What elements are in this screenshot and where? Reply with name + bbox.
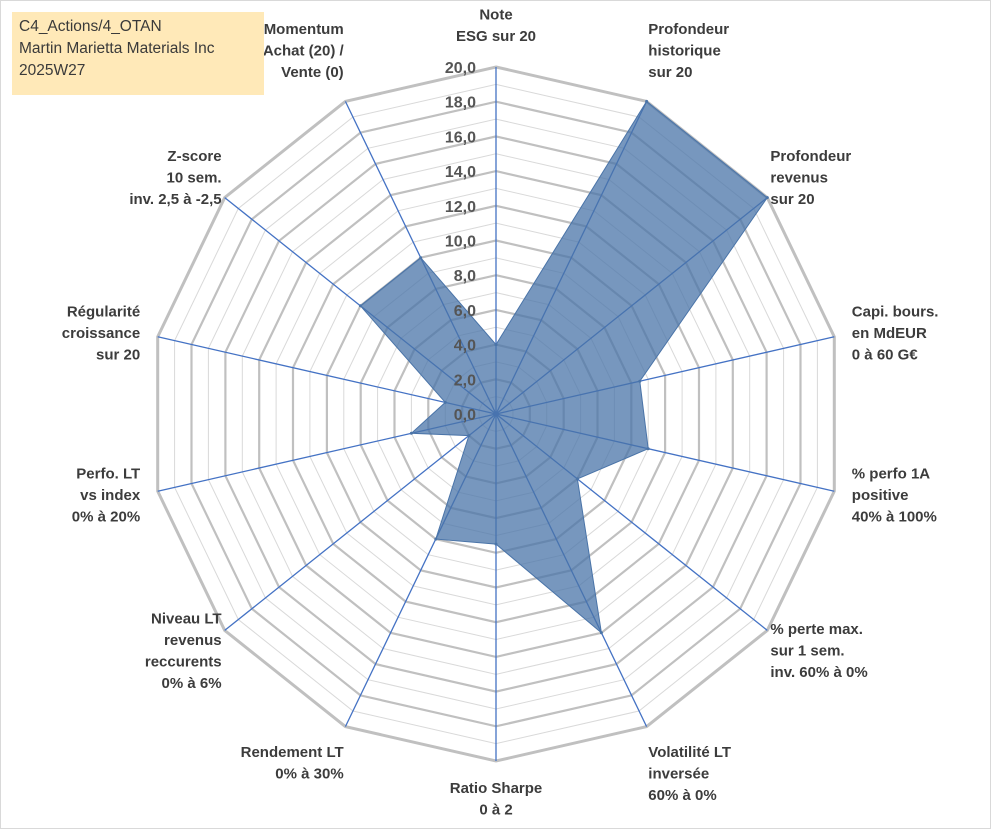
axis-label-line: 0 à 60 G€ (852, 346, 919, 363)
axis-label-line: Ratio Sharpe (450, 780, 543, 797)
axis-label-layer: Note ESG sur 20 Profondeur historique sur 20… (62, 7, 939, 819)
axis-label-line: Profondeur (648, 21, 729, 38)
axis-label: Profondeur historique sur 20 (648, 21, 729, 81)
axis-label-line: reccurents (145, 653, 222, 670)
axis-label: Momentum Achat (20) / Vente (0) (263, 21, 345, 81)
tick-label-layer: 0,0 2,0 4,0 6,0 8,0 10,0 12,0 14,0 16,0 18,0 20,0 (445, 60, 476, 424)
info-line-company: Martin Marietta Materials Inc (19, 40, 215, 57)
data-point (575, 477, 579, 481)
axis-label-line: 0% à 20% (72, 509, 140, 526)
axis-label-line: vs index (80, 487, 141, 504)
data-point (467, 434, 471, 438)
axis-label-line: 0 à 2 (479, 802, 512, 819)
info-line-portfolio: C4_Actions/4_OTAN (19, 18, 162, 35)
data-point (646, 447, 650, 451)
axis-label-line: Volatilité LT (648, 744, 731, 761)
data-point (358, 304, 362, 308)
axis-label-line: inv. 60% à 0% (770, 664, 867, 681)
data-point (419, 256, 423, 260)
axis-label-line: croissance (62, 325, 140, 342)
axis-label-line: inversée (648, 765, 709, 782)
axis-label-line: 40% à 100% (852, 509, 937, 526)
axis-label-line: 0% à 30% (275, 765, 343, 782)
axis-label-line: sur 1 sem. (770, 643, 844, 660)
axis-label-line: positive (852, 487, 909, 504)
tick-label: 10,0 (445, 234, 476, 251)
axis-label-line: revenus (164, 632, 222, 649)
data-point (765, 196, 769, 200)
axis-label-line: sur 20 (770, 191, 814, 208)
axis-label-line: Régularité (67, 303, 140, 320)
axis-label: Rendement LT 0% à 30% (241, 744, 344, 783)
tick-label: 0,0 (454, 407, 476, 424)
data-point (443, 400, 447, 404)
axis-label-line: Momentum (264, 21, 344, 38)
axis-spoke (224, 413, 497, 631)
axis-label-line: Vente (0) (281, 64, 344, 81)
axis-label: Niveau LT revenus reccurents 0% à 6% (145, 610, 222, 692)
axis-label: % perte max. sur 1 sem. inv. 60% à 0% (770, 621, 867, 681)
axis-label-line: Z-score (167, 148, 221, 165)
data-point (638, 379, 642, 383)
axis-label: Régularité croissance sur 20 (62, 303, 140, 363)
axis-label-line: Rendement LT (241, 744, 344, 761)
axis-label-line: Capi. bours. (852, 303, 939, 320)
axis-label-line: % perfo 1A (852, 466, 931, 483)
axis-label-line: Perfo. LT (76, 466, 140, 483)
axis-label-line: Niveau LT (151, 610, 222, 627)
axis-label: Note ESG sur 20 (456, 7, 536, 46)
tick-label: 14,0 (445, 164, 476, 181)
axis-label: % perfo 1A positive 40% à 100% (852, 466, 937, 526)
axis-label-line: Achat (20) / (263, 43, 345, 60)
series-area (359, 100, 768, 635)
axis-label: Profondeur revenus sur 20 (770, 148, 851, 208)
axis-label: Capi. bours. en MdEUR 0 à 60 G€ (852, 303, 939, 363)
data-point (434, 537, 438, 541)
tick-label: 8,0 (454, 268, 476, 285)
tick-label: 20,0 (445, 60, 476, 77)
series-layer (358, 99, 769, 635)
data-point (645, 99, 649, 103)
axis-label-line: sur 20 (648, 64, 692, 81)
data-point (599, 631, 603, 635)
axis-label-line: % perte max. (770, 621, 863, 638)
axis-label-line: Note (479, 7, 512, 24)
axis-label-line: ESG sur 20 (456, 28, 536, 45)
axis-label-line: sur 20 (96, 346, 140, 363)
axis-label-line: 60% à 0% (648, 787, 716, 804)
axis-label-line: en MdEUR (852, 325, 927, 342)
info-box: C4_Actions/4_OTAN Martin Marietta Materi… (12, 12, 264, 95)
tick-label: 16,0 (445, 129, 476, 146)
data-point (409, 431, 413, 435)
axis-label: Perfo. LT vs index 0% à 20% (72, 466, 141, 526)
axis-label: Ratio Sharpe 0 à 2 (450, 780, 543, 819)
tick-label: 12,0 (445, 199, 476, 216)
axis-label-line: 10 sem. (167, 169, 222, 186)
axis-label-line: 0% à 6% (162, 675, 222, 692)
axis-label-line: historique (648, 43, 721, 60)
tick-label: 18,0 (445, 95, 476, 112)
tick-label: 6,0 (454, 303, 476, 320)
axis-label-line: inv. 2,5 à -2,5 (129, 191, 221, 208)
axis-label-line: Profondeur (770, 148, 851, 165)
axis-label: Z-score 10 sem. inv. 2,5 à -2,5 (129, 148, 221, 208)
axis-spoke (157, 336, 497, 415)
tick-label: 2,0 (454, 372, 476, 389)
tick-label: 4,0 (454, 338, 476, 355)
info-line-week: 2025W27 (19, 62, 86, 79)
axis-label-line: revenus (770, 169, 828, 186)
axis-label: Volatilité LT inversée 60% à 0% (648, 744, 731, 804)
data-point (494, 542, 498, 546)
data-point (494, 343, 498, 347)
